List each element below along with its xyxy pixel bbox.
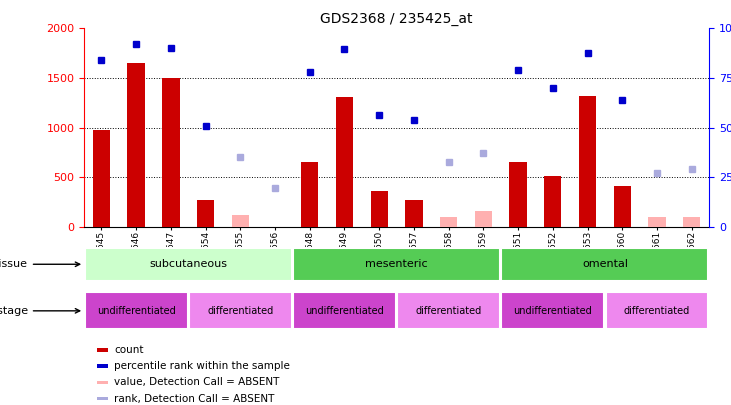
Bar [613, 186, 631, 227]
Bar [501, 292, 605, 329]
Bar [683, 217, 700, 227]
Bar [85, 292, 188, 329]
Bar [579, 96, 596, 227]
Bar [301, 162, 319, 227]
Bar [96, 348, 107, 352]
Text: differentiated: differentiated [415, 306, 482, 316]
Bar [440, 217, 458, 227]
Bar [605, 292, 708, 329]
Bar [96, 397, 107, 401]
Text: undifferentiated: undifferentiated [305, 306, 384, 316]
Title: GDS2368 / 235425_at: GDS2368 / 235425_at [320, 12, 473, 26]
Bar [474, 211, 492, 227]
Text: percentile rank within the sample: percentile rank within the sample [114, 361, 290, 371]
Text: count: count [114, 345, 143, 355]
Bar [93, 130, 110, 227]
Bar [96, 364, 107, 368]
Bar [85, 248, 292, 281]
Bar [162, 78, 180, 227]
Text: tissue: tissue [0, 259, 80, 269]
Bar [405, 200, 423, 227]
Bar [293, 292, 396, 329]
Bar [648, 217, 666, 227]
Bar [510, 162, 527, 227]
Bar [189, 292, 292, 329]
Text: differentiated: differentiated [624, 306, 690, 316]
Text: subcutaneous: subcutaneous [149, 259, 227, 269]
Bar [544, 176, 561, 227]
Text: undifferentiated: undifferentiated [513, 306, 592, 316]
Bar [232, 215, 249, 227]
Bar [371, 191, 388, 227]
Bar [293, 248, 500, 281]
Text: value, Detection Call = ABSENT: value, Detection Call = ABSENT [114, 377, 279, 388]
Bar [197, 200, 214, 227]
Bar [397, 292, 500, 329]
Bar [96, 381, 107, 384]
Text: omental: omental [582, 259, 628, 269]
Text: development stage: development stage [0, 306, 80, 316]
Bar [501, 248, 708, 281]
Text: mesenteric: mesenteric [366, 259, 428, 269]
Text: rank, Detection Call = ABSENT: rank, Detection Call = ABSENT [114, 394, 274, 404]
Bar [336, 97, 353, 227]
Text: differentiated: differentiated [207, 306, 273, 316]
Text: undifferentiated: undifferentiated [96, 306, 175, 316]
Bar [127, 63, 145, 227]
